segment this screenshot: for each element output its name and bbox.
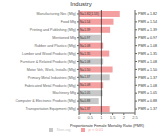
svg-text:0: 0 xyxy=(78,115,81,120)
svg-text:Printing and Publishing (Mfg): Printing and Publishing (Mfg) xyxy=(30,28,76,32)
svg-text:Computer & Electronic Products: Computer & Electronic Products (Mfg) xyxy=(15,99,76,103)
svg-text:Machinery Mfg: Machinery Mfg xyxy=(52,91,76,95)
svg-text:PMR = 0.88: PMR = 0.88 xyxy=(138,99,154,103)
svg-text:Primary Metal Industries (Mfg): Primary Metal Industries (Mfg) xyxy=(28,76,76,80)
svg-text:N=1.37: N=1.37 xyxy=(80,75,91,79)
svg-text:Motor Veh, Work, Installs (Mfg: Motor Veh, Work, Installs (Mfg) xyxy=(27,68,76,72)
svg-text:2: 2 xyxy=(123,115,126,120)
svg-text:2.5: 2.5 xyxy=(132,115,138,120)
svg-text:Food Mfg: Food Mfg xyxy=(61,20,76,24)
svg-text:1.5: 1.5 xyxy=(110,115,116,120)
svg-text:PMR = 1.37: PMR = 1.37 xyxy=(138,107,154,111)
svg-text:PMR = 1.50: PMR = 1.50 xyxy=(138,68,154,72)
svg-text:PMR = 1.08: PMR = 1.08 xyxy=(138,84,154,88)
svg-text:PMR = 1.37: PMR = 1.37 xyxy=(138,76,154,80)
svg-text:Lumber and Wood Products (Mfg): Lumber and Wood Products (Mfg) xyxy=(22,52,76,56)
html-text:Industry: Industry xyxy=(70,1,92,7)
svg-text:1: 1 xyxy=(100,115,103,120)
svg-text:N=1.37: N=1.37 xyxy=(80,107,91,111)
svg-text:N=1.50: N=1.50 xyxy=(80,68,91,72)
svg-text:N=1.08: N=1.08 xyxy=(80,44,91,48)
svg-text:N=0.88: N=0.88 xyxy=(80,99,91,103)
svg-text:N=1.54: N=1.54 xyxy=(80,20,91,24)
svg-text:Proportionate Female Mortality: Proportionate Female Mortality Ratio (PM… xyxy=(70,124,145,128)
svg-text:Fabricated Metal Products (Mfg: Fabricated Metal Products (Mfg) xyxy=(25,84,76,88)
svg-text:Transportation Equipment (Mfg): Transportation Equipment (Mfg) xyxy=(25,107,76,111)
svg-text:N=1.05: N=1.05 xyxy=(80,91,91,95)
svg-text:Manufacturing Nec (Mfg): Manufacturing Nec (Mfg) xyxy=(36,12,76,16)
svg-text:N=1.82(1.53): N=1.82(1.53) xyxy=(80,12,99,16)
svg-text:N=1.08: N=1.08 xyxy=(80,83,91,87)
html-text:p < 0.01: p < 0.01 xyxy=(88,127,104,132)
svg-text:PMR = 1.08: PMR = 1.08 xyxy=(138,44,154,48)
svg-text:PMR = 1.39: PMR = 1.39 xyxy=(138,28,154,32)
svg-text:PMR = 1.82: PMR = 1.82 xyxy=(138,12,154,16)
svg-text:0.5: 0.5 xyxy=(87,115,93,120)
svg-text:N=0.97: N=0.97 xyxy=(80,36,91,40)
svg-text:PMR = 1.54: PMR = 1.54 xyxy=(138,20,154,24)
svg-text:PMR = 1.05: PMR = 1.05 xyxy=(138,91,154,95)
svg-text:N=1.35: N=1.35 xyxy=(80,52,91,56)
svg-text:N=1.39: N=1.39 xyxy=(80,28,91,32)
svg-text:Mentioned Mfg: Mentioned Mfg xyxy=(52,36,76,40)
svg-text:PMR = 1.08: PMR = 1.08 xyxy=(138,60,154,64)
svg-text:PMR = 1.35: PMR = 1.35 xyxy=(138,52,154,56)
svg-text:N=1.08: N=1.08 xyxy=(80,60,91,64)
svg-text:Furniture & Related Products (: Furniture & Related Products (Mfg) xyxy=(20,60,76,64)
svg-text:Rubber and Plastics (Mfg): Rubber and Plastics (Mfg) xyxy=(34,44,76,48)
html-text:Non-sig: Non-sig xyxy=(56,127,71,132)
svg-text:PMR = 0.97: PMR = 0.97 xyxy=(138,36,154,40)
